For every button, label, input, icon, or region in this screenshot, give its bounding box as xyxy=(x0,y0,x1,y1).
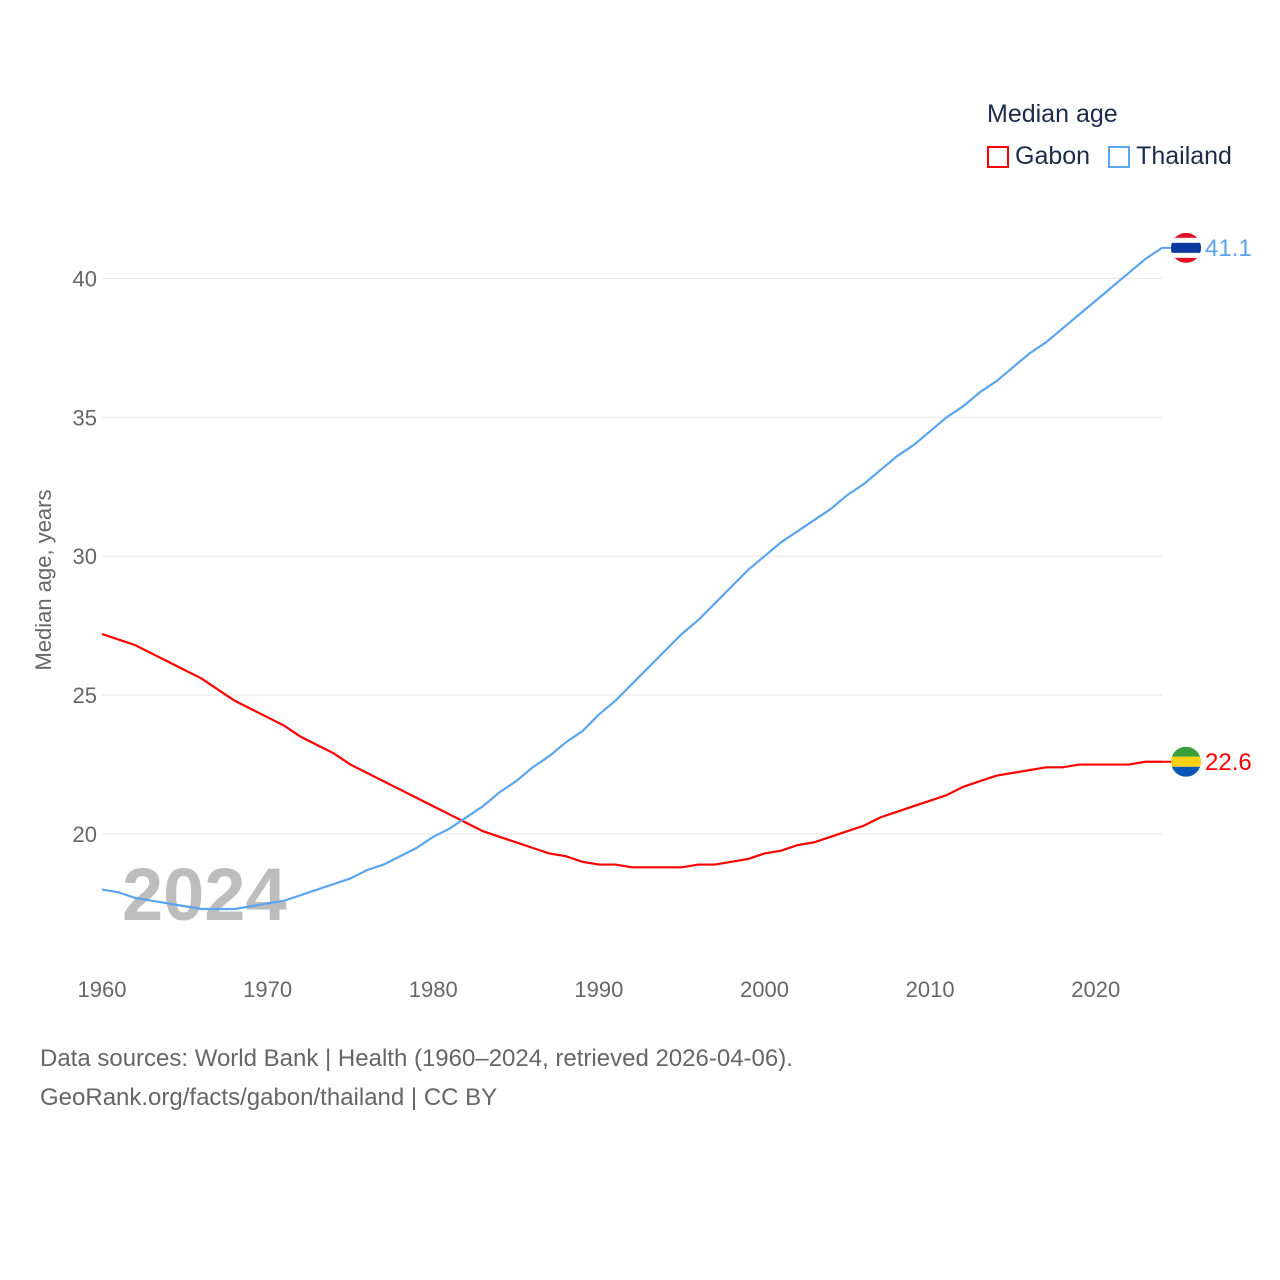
x-tick-label: 2020 xyxy=(1071,977,1120,1002)
legend-item-gabon[interactable]: Gabon xyxy=(987,142,1090,171)
y-tick-label: 30 xyxy=(73,544,97,569)
source-link[interactable]: GeoRank.org/facts/gabon/thailand | CC BY xyxy=(40,1084,498,1111)
legend-label-thailand: Thailand xyxy=(1136,142,1232,170)
legend-title: Median age xyxy=(987,100,1118,128)
series-line-gabon xyxy=(101,632,1162,869)
thailand-flag-icon xyxy=(1171,232,1201,263)
end-value-label-thailand: 41.1 xyxy=(1205,235,1252,262)
x-tick-label: 1970 xyxy=(243,977,292,1002)
legend-swatch-gabon xyxy=(987,145,1009,168)
source-note: Data sources: World Bank | Health (1960–… xyxy=(40,1045,793,1072)
legend: Gabon Thailand xyxy=(987,142,1232,171)
end-value-label-gabon: 22.6 xyxy=(1205,749,1252,776)
y-axis-label: Median age, years xyxy=(31,490,56,671)
y-tick-label: 25 xyxy=(73,683,97,708)
legend-label-gabon: Gabon xyxy=(1015,142,1091,170)
year-watermark: 2024 xyxy=(122,853,287,936)
legend-item-thailand[interactable]: Thailand xyxy=(1108,142,1232,171)
series-line-thailand xyxy=(101,246,1163,911)
y-tick-label: 20 xyxy=(73,822,97,847)
x-tick-label: 1960 xyxy=(78,977,127,1002)
legend-swatch-thailand xyxy=(1108,145,1131,168)
x-tick-label: 2010 xyxy=(906,977,955,1002)
x-tick-label: 2000 xyxy=(740,977,789,1002)
y-tick-label: 35 xyxy=(73,405,97,430)
y-tick-label: 40 xyxy=(73,266,97,291)
gabon-flag-icon xyxy=(1171,746,1201,777)
x-tick-label: 1990 xyxy=(574,977,623,1002)
x-tick-label: 1980 xyxy=(409,977,458,1002)
